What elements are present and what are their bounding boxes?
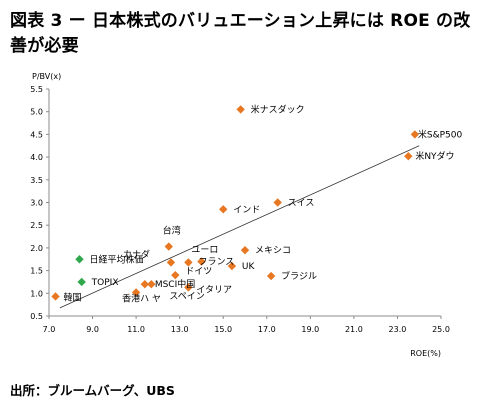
- x-tick-label: 9.0: [86, 325, 99, 334]
- data-point-label: ユーロ: [191, 245, 218, 255]
- axes: 0.5 1.0 1.5 2.0 2.5 3.0 3.5 4.0 4.5 5.0 5.5 7.0 9.0 1…: [30, 72, 450, 358]
- trendline-group: [59, 145, 420, 309]
- data-point-marker: [197, 257, 206, 266]
- y-axis-label: P/BV(x): [32, 72, 61, 81]
- x-tick-label: 23.0: [389, 325, 407, 334]
- data-point-marker: [240, 245, 250, 255]
- data-point-marker: [140, 280, 150, 289]
- x-tick-label: 19.0: [301, 325, 319, 334]
- data-point-marker: [77, 277, 86, 287]
- y-tick-label: 1.0: [30, 289, 43, 298]
- scatter-chart: 0.5 1.0 1.5 2.0 2.5 3.0 3.5 4.0 4.5 5.0 5.5 7.0 9.0 1…: [30, 72, 463, 358]
- x-axis-label: ROE(%): [410, 349, 441, 358]
- y-tick-label: 1.5: [30, 267, 43, 276]
- data-point-marker: [171, 270, 180, 280]
- x-tick-label: 21.0: [345, 325, 363, 334]
- data-point-marker: [219, 205, 228, 214]
- data-point-marker: [273, 198, 282, 207]
- data-point-label: インド: [233, 205, 260, 215]
- data-point-label: ドイツ: [185, 267, 212, 277]
- y-tick-label: 5.0: [30, 108, 43, 117]
- data-point-marker: [147, 280, 156, 289]
- data-point-label: ブラジル: [281, 270, 317, 282]
- data-point-label: 米NYダウ: [415, 150, 454, 162]
- data-point-label: メキシコ: [255, 246, 291, 256]
- source-note: 出所：ブルームバーグ、UBS: [10, 383, 175, 398]
- chart-title: 図表 3 ー 日本株式のバリュエーション上昇には ROE の改善が必要: [10, 11, 471, 56]
- y-tick-label: 0.5: [30, 312, 43, 321]
- data-point-marker: [410, 130, 420, 139]
- y-tick-label: 2.0: [30, 244, 43, 253]
- data-point-label: 台湾: [163, 225, 181, 237]
- x-tick-label: 11.0: [127, 325, 145, 334]
- data-point-marker: [184, 258, 193, 267]
- data-point-marker: [236, 105, 245, 114]
- x-tick-label: 17.0: [258, 325, 276, 334]
- data-point-marker: [166, 258, 176, 267]
- data-point-marker: [75, 255, 84, 264]
- y-tick-label: 3.5: [30, 176, 43, 185]
- data-point-label: MSCI中国: [155, 278, 195, 290]
- y-tick-label: 4.0: [30, 153, 43, 162]
- y-tick-label: 2.5: [30, 221, 43, 230]
- trendline: [59, 145, 420, 309]
- data-points: [51, 105, 420, 301]
- data-point-marker: [404, 151, 413, 161]
- y-tick-label: 5.5: [30, 85, 43, 94]
- x-tick-label: 13.0: [171, 325, 189, 334]
- data-point-label: フランス: [198, 257, 234, 268]
- data-point-label: スペイン: [169, 292, 204, 302]
- data-point-label: カナダ: [123, 248, 150, 260]
- x-tick-label: 7.0: [43, 325, 56, 334]
- data-point-marker: [164, 242, 173, 251]
- y-tick-label: 3.0: [30, 199, 43, 208]
- data-point-marker: [266, 271, 276, 281]
- data-point-label: スイス: [288, 199, 315, 209]
- data-point-label: 日経平均株価: [89, 253, 143, 265]
- x-tick-label: 15.0: [214, 325, 232, 334]
- x-tick-label: 25.0: [432, 325, 450, 334]
- data-point-label: 韓国: [64, 292, 82, 303]
- data-point-marker: [184, 283, 193, 292]
- data-point-label: UK: [242, 262, 256, 272]
- data-point-label: 米ナスダック: [251, 103, 305, 115]
- data-point-marker: [227, 261, 237, 271]
- y-tick-label: 4.5: [30, 130, 43, 139]
- data-point-label: TOPIX: [91, 278, 119, 288]
- data-point-label: 香港ハ ヤ: [122, 292, 161, 304]
- data-point-marker: [131, 288, 141, 297]
- data-point-label: イタリア: [196, 284, 232, 295]
- data-point-marker: [51, 292, 60, 301]
- data-point-label: 米S&P500: [418, 128, 463, 140]
